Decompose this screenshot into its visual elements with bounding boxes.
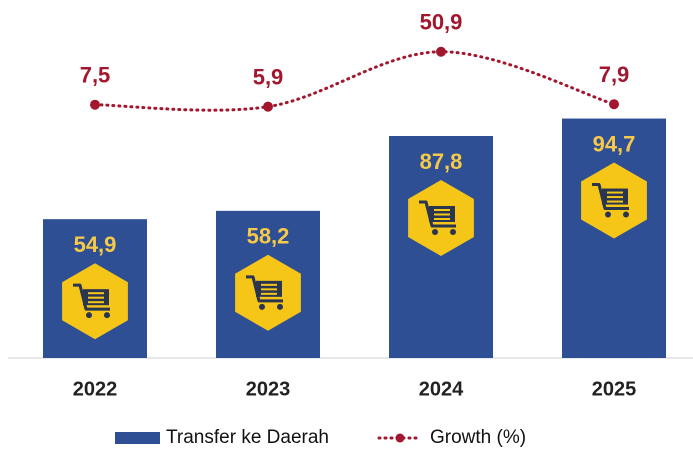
cart-wheel — [277, 303, 283, 310]
cart-slot — [88, 301, 104, 304]
cart-icon — [235, 254, 301, 331]
bar-value-label: 54,9 — [74, 232, 117, 257]
cart-slot — [434, 213, 450, 216]
cart-slot — [607, 200, 623, 203]
cart-wheel — [259, 303, 265, 310]
cart-wheel — [605, 211, 611, 218]
cart-slot — [434, 208, 450, 211]
cart-icon — [62, 263, 128, 340]
legend-marker — [395, 433, 405, 443]
cart-slot — [261, 283, 277, 286]
legend-swatch — [115, 432, 160, 444]
growth-value-label: 7,5 — [80, 63, 111, 88]
cart-slot — [88, 296, 104, 299]
growth-marker — [436, 46, 446, 57]
growth-marker — [263, 101, 273, 112]
cart-slot — [607, 191, 623, 194]
x-tick-label: 2024 — [419, 378, 464, 400]
growth-value-label: 5,9 — [253, 64, 284, 89]
cart-wheel — [104, 312, 110, 319]
legend-label: Transfer ke Daerah — [166, 427, 329, 448]
cart-icon — [581, 162, 647, 239]
cart-slot — [261, 288, 277, 291]
x-tick-label: 2025 — [592, 378, 637, 400]
cart-slot — [434, 217, 450, 220]
growth-line — [93, 50, 616, 112]
growth-value-label: 50,9 — [420, 10, 463, 35]
x-tick-label: 2022 — [73, 378, 118, 400]
cart-slot — [607, 196, 623, 199]
legend-label: Growth (%) — [430, 427, 526, 448]
bar-value-label: 58,2 — [247, 224, 290, 249]
growth-marker — [90, 99, 100, 110]
cart-wheel — [432, 228, 438, 235]
cart-icon — [408, 180, 474, 256]
growth-marker — [609, 99, 619, 110]
growth-value-label: 7,9 — [599, 62, 630, 87]
cart-slot — [261, 292, 277, 295]
cart-wheel — [623, 211, 629, 218]
cart-slot — [88, 292, 104, 295]
cart-wheel — [86, 312, 92, 319]
cart-wheel — [450, 228, 456, 235]
x-tick-label: 2023 — [246, 378, 291, 400]
bar-value-label: 87,8 — [420, 149, 463, 174]
bar-value-label: 94,7 — [593, 131, 636, 156]
